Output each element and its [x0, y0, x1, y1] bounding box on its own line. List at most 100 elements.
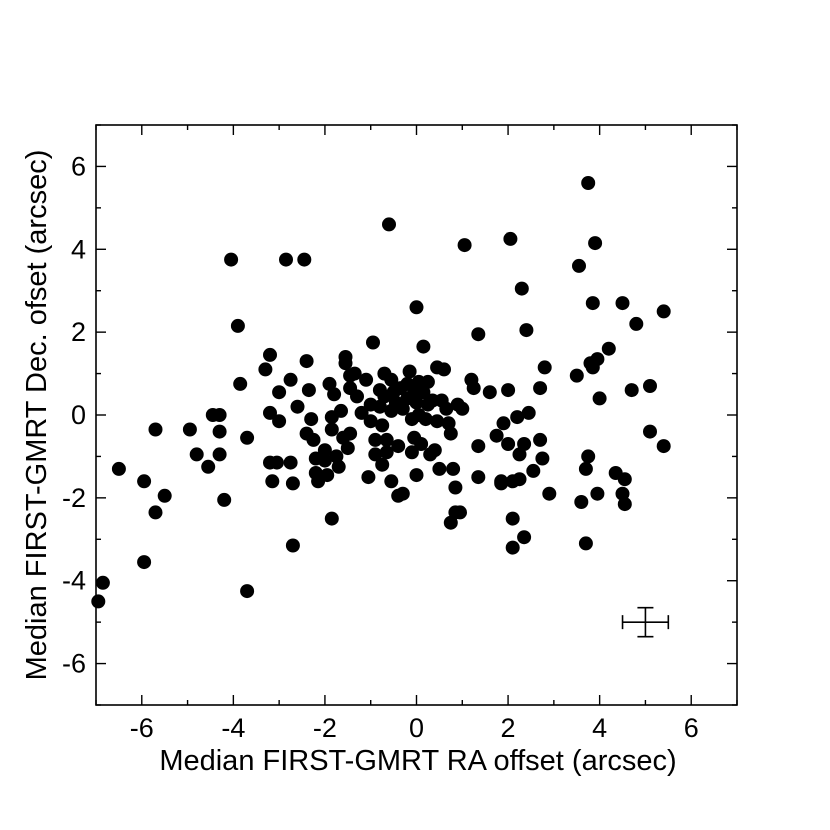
- data-point: [359, 372, 374, 387]
- data-point: [272, 414, 287, 429]
- data-point: [457, 238, 472, 253]
- data-point: [306, 432, 321, 447]
- data-point: [471, 327, 486, 342]
- data-point: [263, 347, 277, 362]
- data-point: [615, 296, 630, 311]
- data-point: [137, 555, 152, 570]
- data-point: [350, 389, 364, 404]
- data-point: [402, 364, 417, 379]
- data-point: [643, 379, 657, 393]
- data-point: [656, 439, 671, 454]
- data-point: [240, 430, 255, 445]
- data-point: [301, 383, 316, 398]
- data-point: [157, 488, 172, 503]
- data-point: [272, 385, 287, 400]
- data-point: [324, 511, 339, 526]
- data-point: [317, 443, 332, 458]
- data-point: [510, 410, 525, 425]
- data-point: [526, 463, 541, 478]
- data-point: [363, 414, 378, 429]
- data-point: [537, 360, 552, 375]
- data-point: [182, 422, 197, 437]
- data-point: [466, 381, 481, 396]
- data-point: [368, 432, 383, 447]
- x-tick-label: 0: [409, 713, 424, 743]
- data-point: [590, 486, 605, 501]
- x-tick-label: -4: [221, 713, 245, 743]
- data-point: [324, 422, 339, 437]
- x-axis-title: Median FIRST-GMRT RA offset (arcsec): [159, 745, 676, 777]
- data-point: [569, 368, 584, 383]
- data-point: [446, 461, 461, 476]
- data-point: [375, 418, 390, 433]
- data-point: [338, 356, 353, 371]
- data-point: [285, 476, 300, 491]
- points-layer: [91, 176, 671, 609]
- data-point: [453, 505, 467, 520]
- data-point: [617, 472, 632, 487]
- data-point: [581, 176, 596, 190]
- data-point: [615, 486, 630, 501]
- data-point: [572, 258, 586, 273]
- data-point: [263, 405, 277, 420]
- y-tick-label: 0: [71, 400, 86, 430]
- data-point: [233, 376, 248, 391]
- data-point: [643, 424, 657, 439]
- data-point: [585, 296, 600, 311]
- data-point: [443, 426, 458, 441]
- data-point: [331, 459, 346, 474]
- data-point: [368, 447, 383, 462]
- data-point: [471, 439, 486, 454]
- data-point: [501, 437, 516, 451]
- data-point: [432, 461, 447, 476]
- data-point: [240, 584, 255, 599]
- data-point: [574, 495, 589, 509]
- data-point: [384, 372, 399, 387]
- data-point: [430, 414, 445, 429]
- data-point: [427, 443, 442, 458]
- data-point: [448, 480, 463, 495]
- data-point: [384, 474, 399, 489]
- data-point: [304, 412, 319, 427]
- data-point: [578, 536, 593, 551]
- data-point: [269, 455, 284, 470]
- data-point: [379, 432, 394, 447]
- data-point: [535, 451, 550, 466]
- y-tick-label: -6: [62, 649, 86, 679]
- error-bar: [621, 606, 670, 638]
- data-point: [111, 461, 126, 476]
- data-point: [329, 449, 344, 464]
- y-tick-label: 4: [71, 234, 86, 264]
- data-point: [212, 408, 227, 422]
- data-point: [494, 476, 509, 491]
- y-axis-title: Median FIRST-GMRT Dec. ofset (arcsec): [21, 150, 53, 681]
- data-point: [517, 530, 532, 545]
- data-point: [137, 474, 152, 489]
- data-point: [521, 405, 536, 420]
- data-point: [590, 352, 605, 367]
- data-point: [404, 445, 419, 460]
- data-point: [414, 437, 429, 451]
- data-point: [581, 449, 596, 464]
- data-point: [148, 422, 163, 437]
- data-point: [279, 252, 293, 267]
- data-point: [439, 401, 454, 416]
- data-point: [217, 492, 232, 507]
- data-point: [512, 472, 527, 487]
- data-point: [437, 362, 451, 377]
- data-point: [519, 323, 534, 338]
- data-point: [588, 236, 603, 251]
- data-point: [317, 453, 332, 468]
- data-point: [285, 538, 300, 553]
- data-point: [420, 374, 435, 389]
- data-point: [409, 468, 424, 483]
- y-tick-label: 2: [71, 317, 86, 347]
- data-point: [482, 385, 497, 400]
- data-point: [375, 457, 390, 472]
- data-point: [489, 428, 504, 443]
- data-point: [533, 381, 548, 396]
- data-point: [656, 304, 671, 319]
- data-point: [514, 281, 529, 296]
- data-point: [201, 459, 216, 474]
- data-point: [265, 474, 280, 489]
